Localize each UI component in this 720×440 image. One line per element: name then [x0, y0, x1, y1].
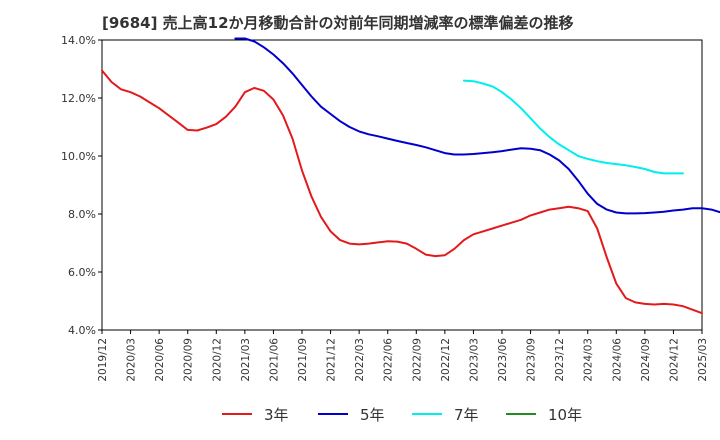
y-axis-ticks: 4.0% 6.0% 8.0% 10.0% 12.0% 14.0%: [61, 34, 102, 337]
legend: 3年 5年 7年 10年: [222, 406, 582, 424]
x-tick-label: 2024/03: [583, 338, 595, 382]
axes: [101, 39, 703, 331]
legend-label: 7年: [454, 406, 479, 424]
x-tick-label: 2020/06: [154, 338, 166, 382]
y-tick-label: 10.0%: [61, 150, 96, 163]
x-tick-label: 2024/12: [668, 338, 680, 382]
x-tick-label: 2021/09: [297, 338, 309, 382]
x-tick-label: 2024/09: [640, 338, 652, 382]
x-tick-label: 2023/06: [497, 338, 509, 382]
chart-title: [9684] 売上高12か月移動合計の対前年同期増減率の標準偏差の推移: [102, 14, 574, 32]
x-tick-label: 2020/12: [211, 338, 223, 382]
series-line-7年: [462, 79, 684, 175]
x-axis-ticks: 2019/12 2020/03 2020/06 2020/09 2020/12 2021/…: [97, 330, 709, 382]
x-tick-label: 2021/12: [326, 338, 338, 382]
series-line-5年: [234, 37, 720, 215]
x-tick-label: 2022/12: [440, 338, 452, 382]
x-tick-label: 2023/09: [526, 338, 538, 382]
x-tick-label: 2023/12: [554, 338, 566, 382]
y-tick-label: 6.0%: [68, 266, 96, 279]
x-tick-label: 2022/03: [354, 338, 366, 382]
x-tick-label: 2024/06: [611, 338, 623, 382]
x-tick-label: 2025/03: [697, 338, 709, 382]
y-tick-label: 8.0%: [68, 208, 96, 221]
x-tick-label: 2022/09: [411, 338, 423, 382]
y-tick-label: 12.0%: [61, 92, 96, 105]
x-tick-label: 2019/12: [97, 338, 109, 382]
plot-area: [101, 39, 703, 331]
y-tick-label: 4.0%: [68, 324, 96, 337]
series-line-3年: [101, 69, 703, 315]
x-tick-label: 2023/03: [468, 338, 480, 382]
x-tick-label: 2020/03: [126, 338, 138, 382]
x-tick-label: 2020/09: [183, 338, 195, 382]
legend-label: 5年: [360, 406, 385, 424]
x-tick-label: 2021/03: [240, 338, 252, 382]
x-tick-label: 2022/06: [383, 338, 395, 382]
legend-label: 3年: [264, 406, 289, 424]
y-tick-label: 14.0%: [61, 34, 96, 47]
series-lines: [101, 37, 720, 315]
x-tick-label: 2021/06: [268, 338, 280, 382]
legend-label: 10年: [548, 406, 582, 424]
